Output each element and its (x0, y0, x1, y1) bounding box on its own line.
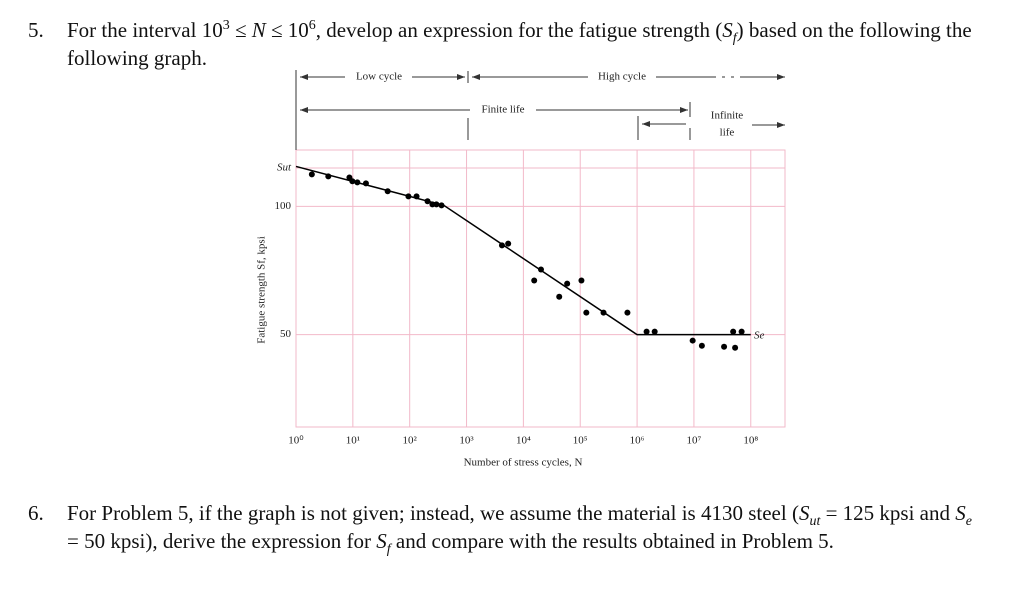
data-point (354, 179, 361, 186)
data-point (600, 309, 607, 316)
x-axis-label: Number of stress cycles, N (464, 457, 583, 469)
text: e (965, 514, 972, 530)
data-point (698, 342, 705, 349)
data-point (730, 328, 737, 335)
x-tick-label: 10⁰ (288, 435, 304, 447)
text: 6 (308, 18, 316, 33)
data-point (349, 178, 356, 185)
text: ut (809, 514, 821, 530)
problem-text: For Problem 5, if the graph is not given… (67, 499, 972, 558)
data-point (624, 309, 631, 316)
annotation: Se (754, 330, 765, 342)
x-tick-label: 10¹ (346, 435, 360, 447)
data-point (438, 202, 445, 209)
data-point (643, 328, 650, 335)
data-point (308, 171, 315, 178)
data-point (531, 277, 538, 284)
text: N (251, 18, 266, 42)
text: For Problem 5, if the graph is not given… (67, 501, 799, 525)
text: = 50 kpsi), derive the expression for (67, 529, 377, 553)
data-point (721, 343, 728, 350)
fit-line (295, 165, 751, 336)
text: ) based on the following the following g… (67, 18, 972, 70)
x-tick-label: 10⁷ (687, 435, 702, 447)
text: S (798, 501, 810, 525)
text: S (376, 529, 387, 553)
x-tick-label: 10² (403, 435, 418, 447)
data-point (689, 337, 696, 344)
text: , develop an expression for the fatigue … (315, 18, 723, 42)
y-tick-label: 100 (275, 200, 292, 212)
data-point (325, 173, 332, 180)
label-bg (348, 71, 410, 83)
data-point (346, 174, 353, 181)
text: ≤ 10 (265, 18, 309, 42)
y-tick-label: Sut (277, 161, 292, 173)
data-point (651, 328, 658, 335)
text: 3 (222, 18, 230, 33)
annotation: life (720, 127, 735, 139)
data-point (413, 193, 420, 200)
text: and compare with the results obtained in… (390, 529, 834, 553)
x-tick-label: 10⁴ (516, 435, 531, 447)
annotation: High cycle (598, 71, 646, 83)
annotation: Finite life (481, 104, 524, 116)
data-point (424, 198, 431, 205)
text: For the interval 10 (67, 18, 223, 42)
regime-brackets (295, 70, 785, 150)
plot-frame (295, 149, 786, 428)
data-point (362, 180, 369, 187)
data-point (405, 193, 412, 200)
problem: 6. For Problem 5, if the graph is not gi… (28, 499, 988, 558)
text: = 125 kpsi and (820, 501, 956, 525)
text: f (732, 31, 737, 47)
problem: 5. For the interval 103 ≤ N ≤ 106, devel… (28, 16, 988, 72)
data-point (505, 240, 512, 247)
x-tick-label: 10⁶ (630, 435, 645, 447)
data-point (433, 201, 440, 208)
data-point (384, 188, 391, 195)
data-point (738, 328, 745, 335)
data-point (732, 344, 739, 351)
x-tick-label: 10⁵ (573, 435, 588, 447)
data-point (429, 201, 436, 208)
text: ≤ (229, 18, 252, 42)
data-point (537, 266, 544, 273)
text: f (386, 542, 391, 558)
annotation: Low cycle (356, 71, 402, 83)
data-point (556, 293, 563, 300)
annotation: Infinite (711, 110, 743, 122)
x-tick-label: 10³ (459, 435, 474, 447)
x-tick-label: 10⁸ (743, 435, 758, 447)
data-point (498, 242, 505, 249)
problem-number: 6. (28, 501, 44, 525)
plot-area: 10⁰ 10¹ 10² 10³ 10⁴ 10⁵ 10⁶ 10⁷ 10⁸ Sut 100 50 (275, 149, 786, 447)
problem-text: For the interval 103 ≤ N ≤ 106, develop … (67, 16, 972, 72)
text: S (955, 501, 966, 525)
problem-number: 5. (28, 18, 44, 42)
data-point (583, 309, 590, 316)
y-axis-label: Fatigue strength Sf, kpsi (256, 236, 268, 344)
data-point (578, 277, 585, 284)
data-point (564, 280, 571, 287)
text: S (722, 18, 733, 42)
y-tick-label: 50 (280, 328, 292, 340)
